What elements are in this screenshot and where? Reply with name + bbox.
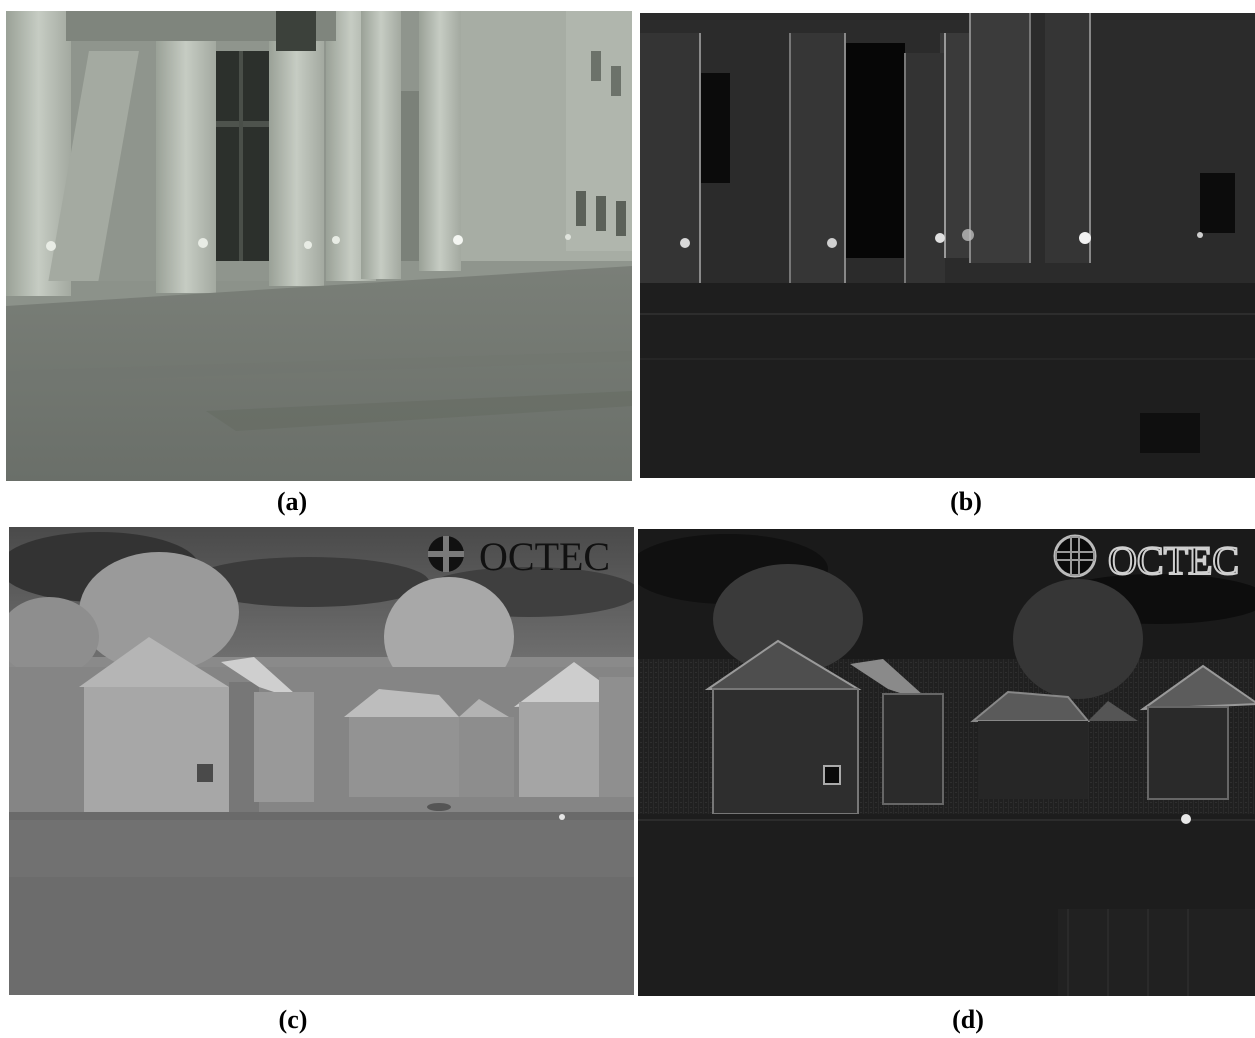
- edge-enhanced-houses-image: OCTEC: [638, 529, 1255, 996]
- thermal-houses-image: OCTEC: [9, 527, 634, 995]
- caption-a-letter: a: [285, 487, 299, 516]
- caption-c-letter: c: [287, 1005, 299, 1034]
- caption-b: (b): [950, 487, 982, 516]
- octec-logo-edged: OCTEC: [1053, 534, 1240, 584]
- thermal-columns-image: [6, 11, 632, 481]
- octec-logo: OCTEC: [428, 534, 610, 579]
- image-panel-c: OCTEC: [9, 527, 634, 995]
- edge-enhanced-columns-image: [640, 13, 1255, 478]
- caption-a: (a): [276, 487, 308, 516]
- caption-d-letter: d: [960, 1005, 976, 1034]
- caption-d: (d): [952, 1005, 984, 1034]
- caption-c: (c): [278, 1005, 308, 1034]
- image-panel-b: [640, 13, 1255, 478]
- image-panel-a: [6, 11, 632, 481]
- logo-text-c: OCTEC: [479, 534, 610, 579]
- logo-text-d: OCTEC: [1108, 538, 1239, 583]
- image-panel-d: OCTEC: [638, 529, 1255, 996]
- caption-b-letter: b: [958, 487, 974, 516]
